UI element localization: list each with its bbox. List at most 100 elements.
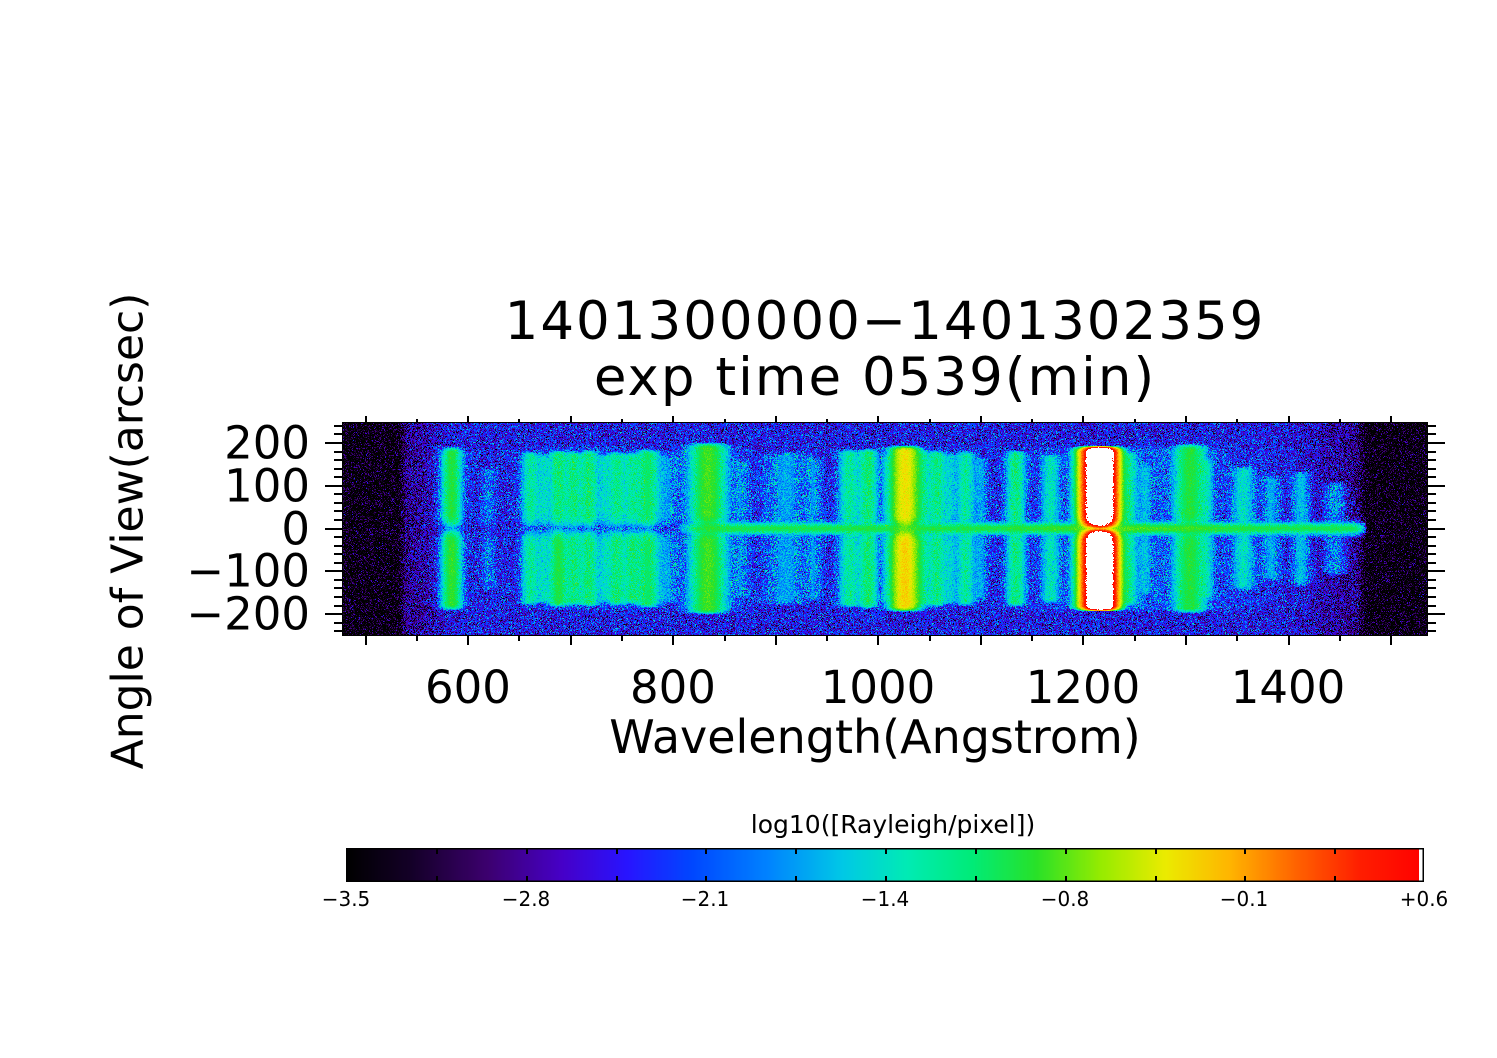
tick-mark (334, 536, 342, 538)
tick-mark (365, 416, 367, 422)
tick-mark (1428, 476, 1436, 478)
tick-mark (877, 636, 879, 645)
tick-mark (467, 636, 469, 645)
tick-mark (1428, 519, 1436, 521)
tick-mark (334, 630, 342, 632)
y-tick-label-200: 200 (224, 416, 310, 470)
tick-mark (1428, 425, 1436, 427)
tick-mark (325, 442, 342, 444)
tick-mark (1339, 419, 1341, 422)
colorbar-tick-label-3: −1.4 (860, 887, 910, 911)
tick-mark (334, 545, 342, 547)
tick-mark (775, 416, 777, 422)
tick-mark (334, 433, 342, 435)
tick-mark (334, 468, 342, 470)
colorbar-tick-label-6: +0.6 (1399, 887, 1449, 911)
x-axis-title: Wavelength(Angstrom) (609, 710, 1141, 764)
colorbar-tick-label-0: −3.5 (321, 887, 371, 911)
x-tick-label-600: 600 (425, 661, 511, 714)
tick-mark (1185, 416, 1187, 422)
y-tick-label-100: 100 (224, 459, 310, 513)
tick-mark (826, 419, 828, 422)
tick-mark (1428, 442, 1445, 444)
tick-mark (1082, 636, 1084, 645)
tick-mark (1031, 636, 1033, 641)
tick-mark (1428, 545, 1436, 547)
tick-mark (334, 476, 342, 478)
tick-mark (365, 636, 367, 645)
tick-mark (672, 636, 674, 645)
tick-mark (334, 579, 342, 581)
tick-mark (1288, 416, 1290, 422)
tick-mark (724, 636, 726, 641)
plot-title-line1: 1401300000−1401302359 (504, 291, 1266, 352)
colorbar-tick-label-4: −0.8 (1040, 887, 1090, 911)
tick-mark (334, 562, 342, 564)
tick-mark (1236, 419, 1238, 422)
tick-mark (1428, 510, 1436, 512)
tick-mark (1428, 587, 1436, 589)
tick-mark (1339, 636, 1341, 641)
x-tick-label-1000: 1000 (820, 661, 936, 714)
tick-mark (1428, 630, 1436, 632)
tick-mark (724, 419, 726, 422)
tick-mark (334, 510, 342, 512)
x-tick-label-1400: 1400 (1230, 661, 1346, 714)
colorbar-title: log10([Rayleigh/pixel]) (750, 810, 1036, 839)
tick-mark (1134, 419, 1136, 422)
tick-mark (334, 605, 342, 607)
tick-mark (1031, 419, 1033, 422)
tick-mark (334, 459, 342, 461)
tick-mark (826, 636, 828, 641)
y-tick-label-minus200: −200 (186, 587, 310, 641)
tick-mark (334, 553, 342, 555)
tick-mark (1428, 459, 1436, 461)
tick-mark (334, 451, 342, 453)
y-tick-label-0: 0 (281, 502, 310, 556)
tick-mark (1390, 636, 1392, 645)
tick-mark (621, 419, 623, 422)
tick-mark (1428, 502, 1436, 504)
tick-mark (1428, 485, 1445, 487)
tick-mark (1428, 579, 1436, 581)
tick-mark (1428, 553, 1436, 555)
tick-mark (1134, 636, 1136, 641)
tick-mark (1390, 416, 1392, 422)
tick-mark (980, 416, 982, 422)
tick-mark (334, 493, 342, 495)
spectrogram-image (342, 422, 1428, 636)
tick-mark (877, 416, 879, 422)
colorbar-tick-label-2: −2.1 (680, 887, 730, 911)
tick-mark (1428, 596, 1436, 598)
tick-mark (1428, 468, 1436, 470)
x-tick-label-800: 800 (630, 661, 716, 714)
colorbar (346, 848, 1424, 882)
tick-mark (570, 416, 572, 422)
y-tick-label-minus100: −100 (186, 544, 310, 598)
tick-mark (1428, 493, 1436, 495)
colorbar-tick-label-5: −0.1 (1219, 887, 1269, 911)
tick-mark (775, 636, 777, 645)
tick-mark (334, 425, 342, 427)
tick-mark (334, 596, 342, 598)
y-axis-title: Angle of View(arcsec) (102, 292, 154, 770)
tick-mark (1428, 528, 1445, 530)
tick-mark (1428, 536, 1436, 538)
tick-mark (980, 636, 982, 645)
tick-mark (334, 622, 342, 624)
tick-mark (1185, 636, 1187, 645)
tick-mark (334, 587, 342, 589)
tick-mark (570, 636, 572, 645)
tick-mark (1428, 570, 1445, 572)
tick-mark (518, 636, 520, 641)
tick-mark (1428, 613, 1445, 615)
colorbar-tick-label-1: −2.8 (501, 887, 551, 911)
tick-mark (325, 485, 342, 487)
tick-mark (1288, 636, 1290, 645)
tick-mark (416, 636, 418, 641)
tick-mark (334, 519, 342, 521)
tick-mark (1428, 622, 1436, 624)
tick-mark (518, 419, 520, 422)
tick-mark (1082, 416, 1084, 422)
